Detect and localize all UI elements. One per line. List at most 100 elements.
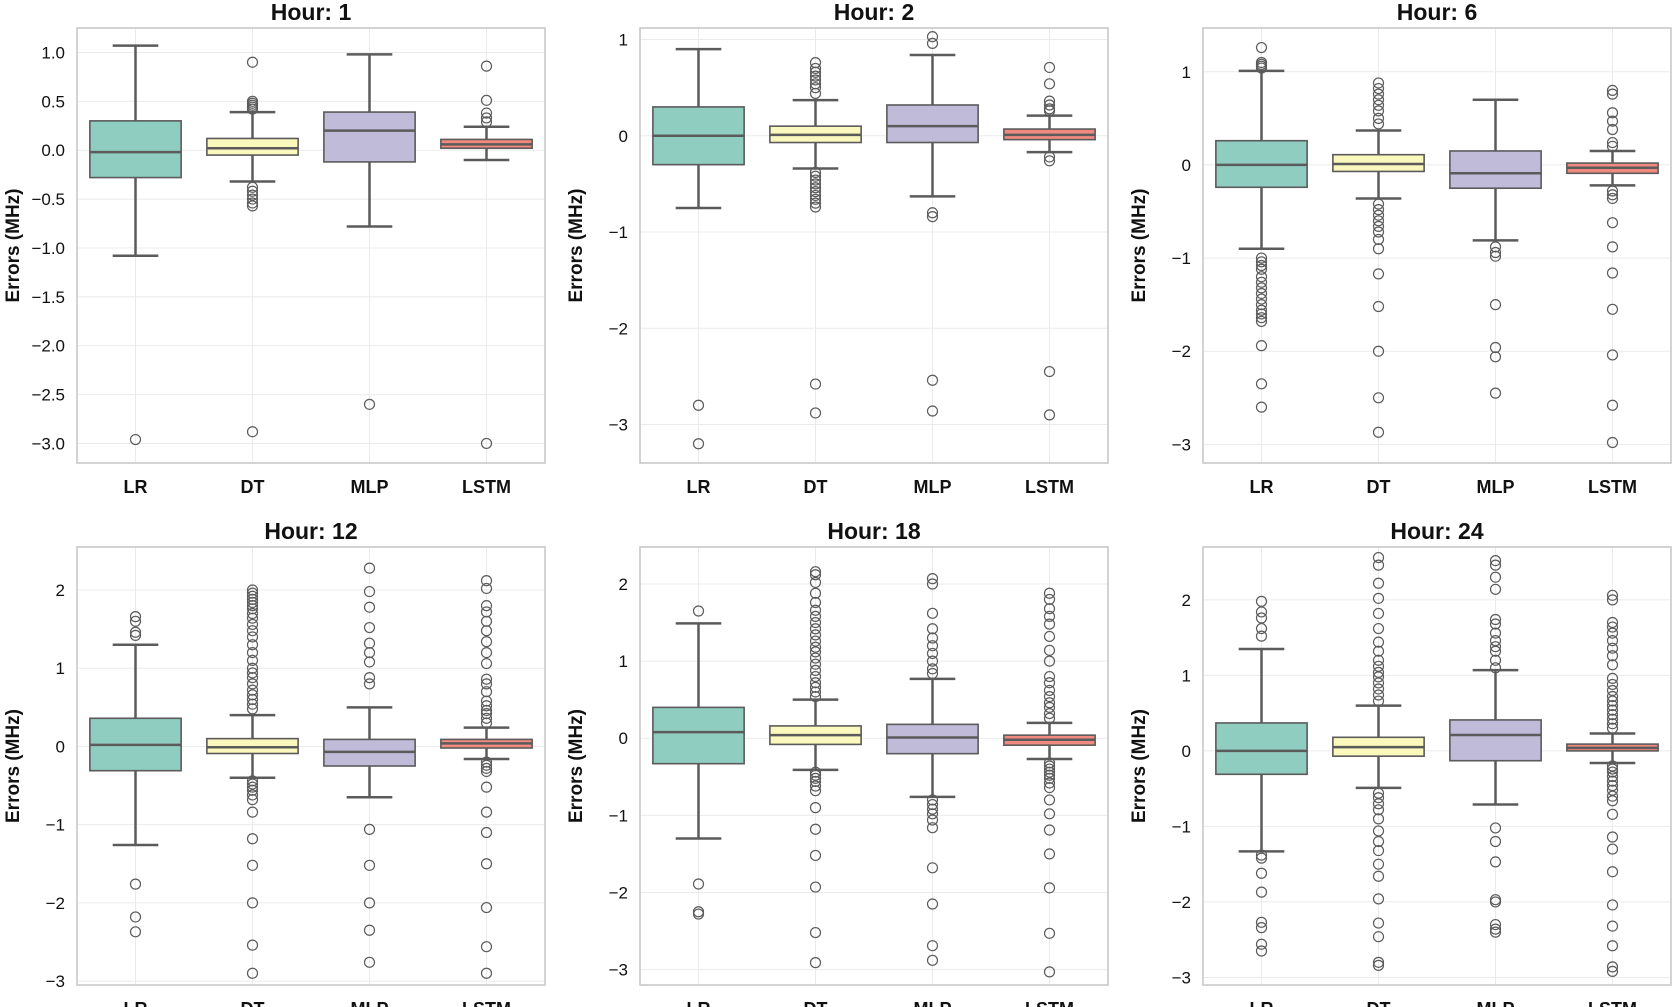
outlier-point (1606, 704, 1619, 716)
outlier-point (1255, 62, 1268, 74)
outlier-point (1043, 794, 1056, 806)
outlier-point (129, 911, 142, 923)
outlier-point (246, 698, 259, 710)
box-dt (769, 57, 862, 419)
outlier-point (809, 569, 822, 581)
outlier-point (1255, 308, 1268, 320)
outlier-point (480, 858, 493, 870)
outlier-point (1043, 966, 1056, 978)
outlier-point (1043, 824, 1056, 836)
outlier-point (1606, 713, 1619, 725)
outlier-point (246, 590, 259, 602)
outlier-point (363, 562, 376, 574)
outlier-point (809, 775, 822, 788)
box-lr (652, 605, 745, 920)
outlier-point (129, 629, 142, 641)
box-body (1449, 719, 1542, 762)
outlier-point (246, 607, 259, 620)
plot-frame (639, 546, 1109, 986)
outlier-point (1372, 835, 1385, 848)
outlier-point (1043, 927, 1056, 939)
y-tick-label: −3.0 (31, 434, 65, 453)
outlier-point (1043, 99, 1056, 111)
outlier-point (246, 672, 259, 684)
y-tick-label: −2.0 (31, 337, 65, 356)
plot-area (77, 28, 545, 463)
outlier-point (480, 967, 493, 979)
outlier-point (1489, 351, 1502, 363)
outlier-point (1372, 94, 1385, 106)
outlier-point (1606, 831, 1619, 843)
outlier-point (246, 625, 259, 637)
outlier-point (1489, 645, 1502, 657)
outlier-point (1043, 155, 1056, 167)
outlier-point (1043, 701, 1056, 713)
outlier-point (1255, 922, 1268, 934)
outlier-point (809, 681, 822, 693)
outlier-point (480, 606, 493, 618)
outlier-point (809, 166, 822, 178)
outlier-point (1255, 622, 1268, 635)
y-axis-label: Errors (MHz) (566, 188, 587, 302)
outlier-point (1606, 965, 1619, 978)
outlier-point (246, 833, 259, 845)
x-tick-label: DT (804, 477, 828, 497)
outlier-point (129, 615, 142, 627)
outlier-point (1043, 78, 1056, 90)
outlier-point (1489, 926, 1502, 938)
outlier-point (246, 612, 259, 624)
y-tick-label: 1.0 (41, 43, 65, 62)
panel-4: 2 1 0 −1 −2 −3 LR DT MLP LSTM Hour: 12 Errors (MHz) (3, 518, 546, 1007)
outlier-point (926, 940, 939, 952)
x-tick-label: DT (241, 477, 265, 497)
box-body (652, 706, 745, 765)
outlier-point (1043, 151, 1056, 163)
outlier-point (246, 600, 259, 612)
outlier-point (1043, 618, 1056, 630)
outlier-point (809, 769, 822, 781)
y-tick-label: −2.5 (31, 386, 65, 405)
outlier-point (1606, 217, 1619, 229)
box-mlp (323, 562, 416, 968)
outlier-point (809, 576, 822, 589)
y-tick-label: −0.5 (31, 190, 65, 209)
outlier-point (246, 631, 259, 643)
outlier-point (1372, 300, 1385, 313)
outlier-point (1043, 677, 1056, 689)
outlier-point (1372, 959, 1385, 971)
outlier-point (1372, 636, 1385, 648)
box-dt (769, 566, 862, 969)
outlier-point (480, 94, 493, 106)
outlier-point (809, 566, 822, 578)
outlier-point (480, 575, 493, 587)
panel-title: Hour: 24 (1390, 518, 1484, 544)
outlier-point (1489, 571, 1502, 583)
outlier-point (1606, 709, 1619, 721)
outlier-point (1606, 621, 1619, 633)
outlier-point (1043, 781, 1056, 794)
outlier-point (129, 611, 142, 623)
outlier-point (1606, 589, 1619, 601)
outlier-point (1489, 554, 1502, 567)
y-tick-label: 0.5 (41, 92, 65, 111)
panel-1: 1.0 0.5 0.0 −0.5 −1.0 −1.5 −2.0 −2.5 −3.0 LR DT MLP… (3, 0, 546, 497)
y-tick-label: −1 (46, 816, 65, 835)
box-body (886, 723, 979, 755)
panel-title: Hour: 12 (264, 518, 357, 544)
outlier-point (809, 635, 822, 647)
plot-frame (76, 27, 546, 464)
box-lstm (1003, 587, 1096, 978)
outlier-point (1606, 303, 1619, 315)
box-body (89, 120, 182, 179)
outlier-point (926, 207, 939, 219)
outlier-point (246, 778, 259, 790)
box-lr (1215, 595, 1308, 957)
outlier-point (480, 657, 493, 670)
outlier-point (926, 798, 939, 811)
outlier-point (1043, 670, 1056, 683)
outlier-point (480, 437, 493, 450)
x-tick-label: LSTM (1025, 999, 1074, 1007)
outlier-point (246, 103, 259, 115)
outlier-point (246, 939, 259, 951)
outlier-point (480, 759, 493, 771)
